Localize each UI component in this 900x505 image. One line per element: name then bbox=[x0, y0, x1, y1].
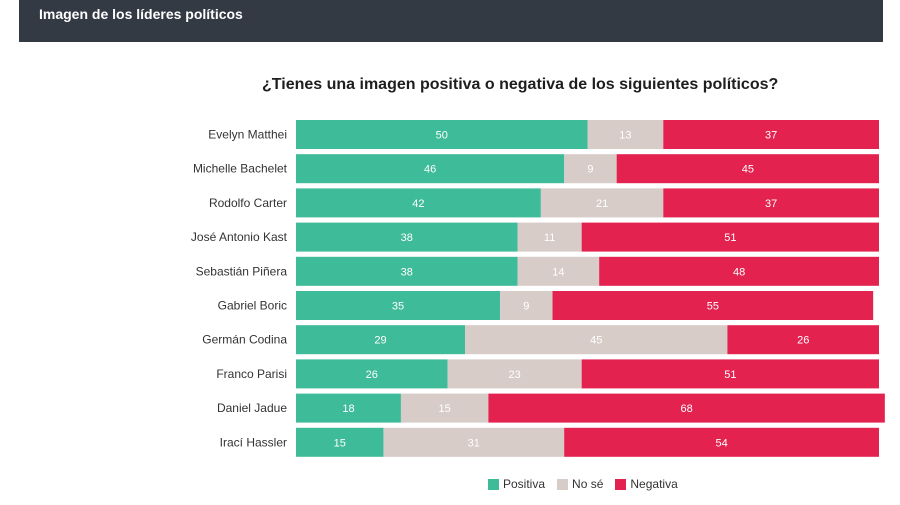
bar-segment-negativa bbox=[663, 188, 879, 218]
data-label: 31 bbox=[468, 437, 480, 449]
bar-segment-positiva bbox=[296, 256, 518, 286]
bar-segment-negativa bbox=[599, 256, 879, 286]
legend-swatch bbox=[557, 478, 569, 490]
header-bar: Imagen de los líderes políticos bbox=[19, 0, 883, 42]
header-title: Imagen de los líderes políticos bbox=[39, 6, 243, 22]
legend-label: No sé bbox=[572, 477, 604, 491]
category-label: Michelle Bachelet bbox=[193, 162, 288, 176]
bar-segment-no-s- bbox=[517, 222, 582, 252]
bar-segment-no-s- bbox=[540, 188, 664, 218]
bar-segment-no-s- bbox=[587, 120, 664, 149]
data-label: 55 bbox=[707, 301, 719, 313]
category-label: Evelyn Matthei bbox=[208, 128, 287, 142]
category-label: Daniel Jadue bbox=[217, 401, 287, 415]
data-label: 35 bbox=[392, 301, 404, 313]
data-label: 9 bbox=[523, 301, 529, 313]
legend-swatch bbox=[615, 478, 627, 490]
data-label: 45 bbox=[590, 335, 602, 347]
data-label: 38 bbox=[401, 266, 413, 278]
data-label: 21 bbox=[596, 198, 608, 210]
bar-segment-no-s- bbox=[517, 256, 600, 286]
category-label: Gabriel Boric bbox=[218, 299, 287, 313]
data-label: 18 bbox=[342, 403, 354, 415]
data-label: 38 bbox=[401, 232, 413, 244]
category-label: Rodolfo Carter bbox=[209, 196, 287, 210]
bar-segment-negativa bbox=[663, 120, 879, 149]
bar-segment-no-s- bbox=[564, 154, 617, 184]
data-label: 26 bbox=[366, 369, 378, 381]
data-label: 26 bbox=[797, 335, 809, 347]
bar-segment-positiva bbox=[296, 222, 518, 252]
bar-segment-negativa bbox=[616, 154, 879, 184]
category-label: Franco Parisi bbox=[216, 367, 287, 381]
data-label: 51 bbox=[724, 369, 736, 381]
category-label: Irací Hassler bbox=[220, 435, 287, 449]
bar-segment-negativa bbox=[581, 222, 879, 252]
data-label: 13 bbox=[619, 130, 631, 142]
bar-segment-no-s- bbox=[447, 359, 582, 389]
bar-segment-positiva bbox=[296, 188, 541, 218]
bar-segment-no-s- bbox=[465, 325, 728, 355]
data-label: 9 bbox=[587, 164, 593, 176]
data-label: 50 bbox=[436, 130, 448, 142]
data-label: 54 bbox=[715, 437, 727, 449]
data-label: 46 bbox=[424, 164, 436, 176]
data-label: 15 bbox=[334, 437, 346, 449]
data-label: 37 bbox=[765, 130, 777, 142]
data-label: 42 bbox=[412, 198, 424, 210]
legend-label: Negativa bbox=[630, 477, 678, 491]
bar-segment-no-s- bbox=[500, 291, 553, 320]
data-label: 68 bbox=[680, 403, 692, 415]
data-label: 29 bbox=[374, 335, 386, 347]
legend-swatch bbox=[488, 478, 499, 490]
data-label: 51 bbox=[724, 232, 736, 244]
chart-title: ¿Tienes una imagen positiva o negativa d… bbox=[262, 76, 779, 93]
bar-segment-negativa bbox=[564, 427, 879, 457]
category-label: José Antonio Kast bbox=[191, 230, 288, 244]
bar-segment-positiva bbox=[296, 154, 565, 184]
data-label: 23 bbox=[509, 369, 521, 381]
category-label: Germán Codina bbox=[202, 333, 287, 347]
data-label: 45 bbox=[742, 164, 754, 176]
data-label: 11 bbox=[544, 232, 555, 244]
category-label: Sebastián Piñera bbox=[196, 264, 288, 278]
bar-segment-positiva bbox=[296, 359, 448, 389]
data-label: 37 bbox=[765, 198, 777, 210]
legend-item[interactable]: No sé bbox=[557, 477, 603, 491]
data-label: 15 bbox=[439, 403, 451, 415]
bar-segment-positiva bbox=[296, 393, 401, 423]
bar-segment-positiva bbox=[296, 291, 501, 320]
chart-legend: Positiva No sé Negativa bbox=[488, 477, 690, 491]
bar-segment-negativa bbox=[488, 393, 885, 423]
bar-segment-positiva bbox=[296, 120, 588, 149]
bar-segment-no-s- bbox=[400, 393, 489, 423]
bar-segment-positiva bbox=[296, 325, 466, 355]
data-label: 48 bbox=[733, 266, 745, 278]
bar-segment-no-s- bbox=[383, 427, 565, 457]
bar-segment-negativa bbox=[552, 291, 874, 320]
data-label: 14 bbox=[552, 266, 564, 278]
bar-segment-positiva bbox=[296, 427, 384, 457]
legend-label: Positiva bbox=[503, 477, 546, 491]
legend-item[interactable]: Positiva bbox=[488, 477, 545, 491]
bar-segment-negativa bbox=[727, 325, 879, 355]
bar-segment-negativa bbox=[581, 359, 879, 389]
legend-item[interactable]: Negativa bbox=[615, 477, 678, 491]
